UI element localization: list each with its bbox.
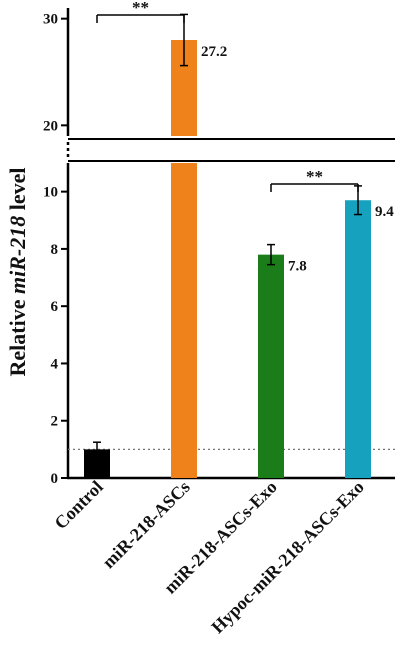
y-axis-title-part-3: level bbox=[5, 168, 30, 216]
value-label-1: 27.2 bbox=[201, 44, 227, 60]
labels: Control27.2miR-218-ASCs7.8miR-218-ASCs-E… bbox=[50, 0, 394, 637]
sig-label-1: ** bbox=[306, 167, 323, 186]
y-axis: 0 2 4 6 8 10 20 30 bbox=[43, 8, 395, 487]
category-label-3: Hypoc-miR-218-ASCs-Exo bbox=[207, 477, 368, 638]
y-tick-label-0: 0 bbox=[51, 471, 59, 487]
value-label-3: 9.4 bbox=[375, 204, 394, 220]
bar-2 bbox=[258, 254, 284, 478]
y-axis-title-part-2: miR-218 bbox=[5, 216, 30, 294]
category-label-0: Control bbox=[50, 477, 106, 533]
y-tick-label-8: 8 bbox=[51, 242, 59, 258]
y-tick-label-30: 30 bbox=[43, 12, 58, 28]
bars bbox=[84, 13, 371, 478]
y-tick-label-4: 4 bbox=[51, 356, 59, 372]
y-tick-label-6: 6 bbox=[51, 299, 59, 315]
bar-1-lower bbox=[171, 163, 197, 478]
sig-label-0: ** bbox=[132, 0, 149, 17]
y-tick-label-20: 20 bbox=[43, 118, 58, 134]
bar-3 bbox=[345, 200, 371, 478]
y-tick-label-10: 10 bbox=[43, 185, 58, 201]
y-axis-title: Relative miR-218 level bbox=[5, 168, 30, 377]
y-axis-title-part-1: Relative bbox=[5, 294, 30, 376]
value-label-2: 7.8 bbox=[288, 259, 307, 275]
y-tick-label-2: 2 bbox=[51, 414, 59, 430]
category-label-1: miR-218-ASCs bbox=[98, 477, 193, 572]
